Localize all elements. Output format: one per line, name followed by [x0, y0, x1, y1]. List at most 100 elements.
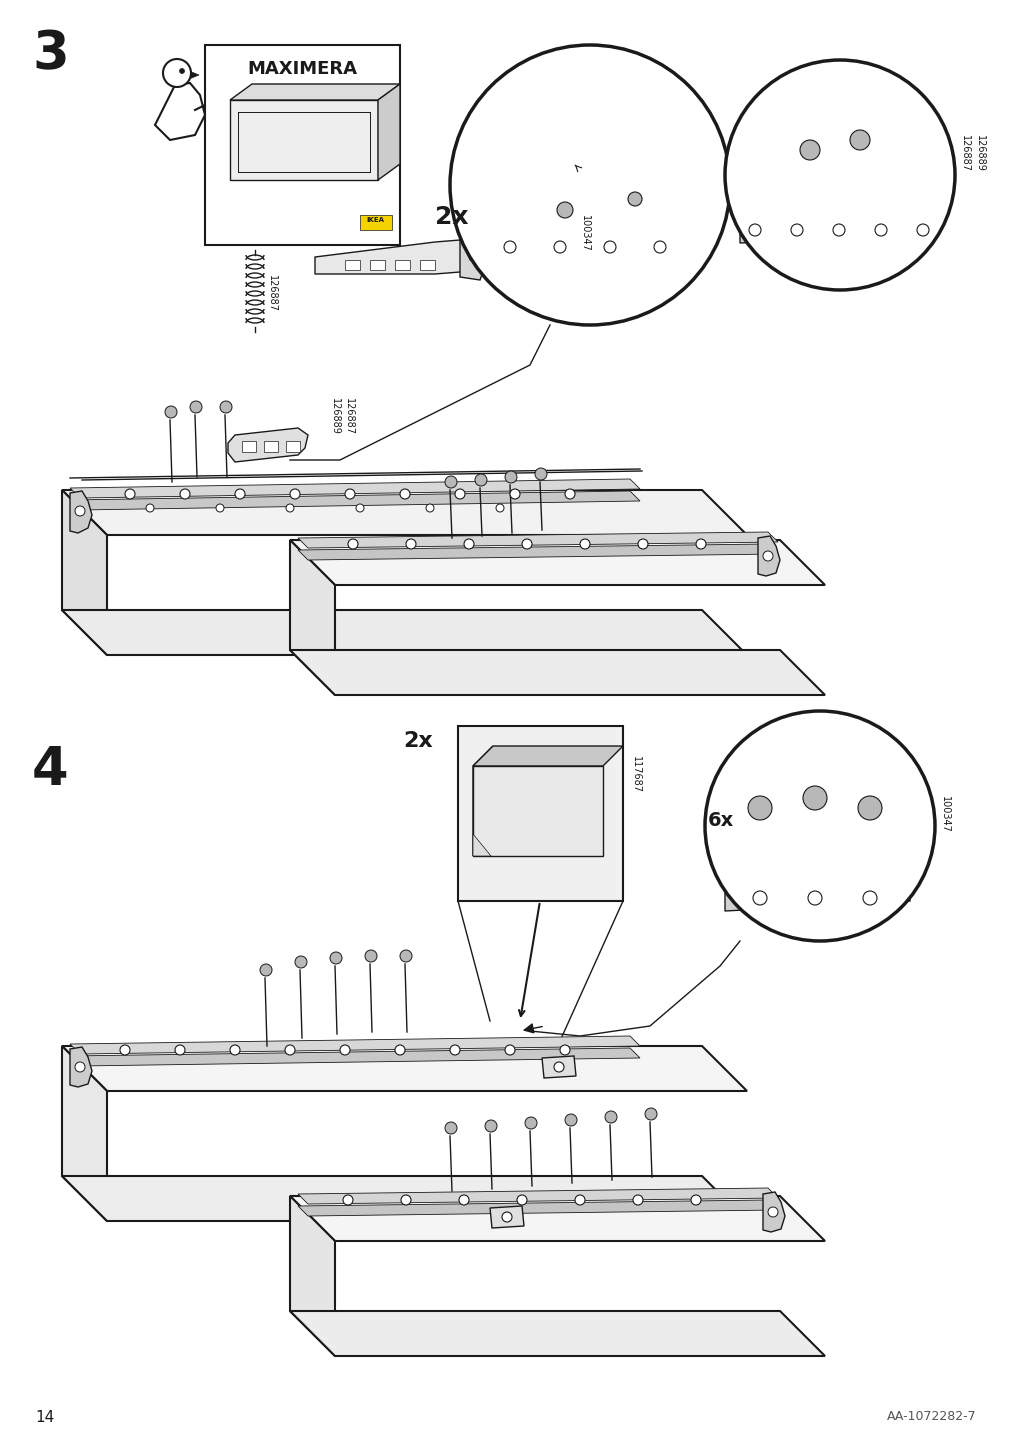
Polygon shape [314, 241, 469, 274]
Text: AA-1072282-7: AA-1072282-7 [887, 1411, 976, 1423]
Circle shape [517, 1194, 527, 1204]
Circle shape [356, 504, 364, 513]
Polygon shape [70, 491, 639, 510]
Circle shape [553, 1063, 563, 1073]
Circle shape [553, 241, 565, 253]
Polygon shape [155, 83, 205, 140]
Text: 6x: 6x [708, 811, 734, 831]
Text: 3: 3 [32, 29, 69, 80]
Polygon shape [370, 261, 384, 271]
Polygon shape [458, 726, 623, 901]
Circle shape [752, 891, 766, 905]
Circle shape [399, 949, 411, 962]
Circle shape [748, 223, 760, 236]
Circle shape [394, 1045, 404, 1055]
Circle shape [285, 1045, 295, 1055]
Polygon shape [70, 491, 92, 533]
Circle shape [724, 60, 954, 291]
Circle shape [260, 964, 272, 977]
Circle shape [644, 1108, 656, 1120]
Circle shape [286, 504, 294, 513]
Circle shape [120, 1045, 129, 1055]
Polygon shape [219, 84, 250, 123]
Polygon shape [62, 1045, 107, 1221]
Polygon shape [242, 441, 256, 453]
Circle shape [219, 401, 232, 412]
Circle shape [504, 1045, 515, 1055]
Circle shape [343, 1194, 353, 1204]
Circle shape [426, 504, 434, 513]
Polygon shape [62, 490, 107, 654]
Circle shape [802, 786, 826, 811]
Circle shape [146, 504, 154, 513]
Circle shape [747, 796, 771, 821]
Circle shape [510, 488, 520, 498]
Polygon shape [70, 1035, 639, 1054]
Polygon shape [290, 1312, 824, 1356]
Circle shape [175, 1045, 185, 1055]
Circle shape [862, 891, 877, 905]
Circle shape [330, 952, 342, 964]
Circle shape [474, 474, 486, 485]
Circle shape [800, 140, 819, 160]
Circle shape [705, 712, 934, 941]
Circle shape [229, 1045, 240, 1055]
Text: IKEA: IKEA [366, 218, 383, 223]
Polygon shape [472, 746, 492, 856]
Polygon shape [420, 261, 435, 271]
Circle shape [807, 891, 821, 905]
Polygon shape [62, 490, 746, 536]
Polygon shape [850, 203, 868, 213]
Polygon shape [757, 536, 779, 576]
Polygon shape [62, 1176, 746, 1221]
Polygon shape [360, 215, 391, 231]
Polygon shape [472, 766, 603, 856]
Text: 100347: 100347 [939, 796, 949, 833]
Circle shape [463, 538, 473, 548]
Polygon shape [345, 261, 360, 271]
Circle shape [574, 1194, 584, 1204]
Polygon shape [739, 213, 934, 243]
Circle shape [75, 1063, 85, 1073]
Circle shape [632, 1194, 642, 1204]
Circle shape [75, 505, 85, 516]
Polygon shape [62, 1045, 746, 1091]
Circle shape [179, 69, 184, 73]
Ellipse shape [515, 792, 560, 831]
Circle shape [605, 1111, 617, 1123]
Circle shape [762, 551, 772, 561]
Circle shape [791, 223, 802, 236]
Circle shape [400, 1194, 410, 1204]
Circle shape [691, 1194, 701, 1204]
Text: 126887: 126887 [959, 135, 969, 172]
Text: 126887: 126887 [267, 275, 277, 312]
Polygon shape [489, 1206, 524, 1229]
Polygon shape [779, 189, 914, 218]
Polygon shape [189, 72, 199, 79]
Circle shape [559, 1045, 569, 1055]
Circle shape [484, 1120, 496, 1133]
Circle shape [215, 504, 223, 513]
Polygon shape [62, 610, 746, 654]
Polygon shape [227, 428, 307, 463]
Text: 2x: 2x [435, 205, 468, 229]
Circle shape [348, 538, 358, 548]
Circle shape [849, 130, 869, 150]
Circle shape [340, 1045, 350, 1055]
Polygon shape [297, 544, 777, 560]
Polygon shape [290, 1196, 335, 1356]
Circle shape [455, 488, 464, 498]
Polygon shape [290, 1196, 824, 1242]
Circle shape [405, 538, 416, 548]
Circle shape [295, 957, 306, 968]
Circle shape [653, 241, 665, 253]
Polygon shape [762, 1191, 785, 1232]
Text: 126889: 126889 [330, 398, 340, 435]
Polygon shape [297, 1189, 777, 1204]
Polygon shape [205, 44, 399, 245]
Circle shape [445, 1123, 457, 1134]
Circle shape [628, 192, 641, 206]
Polygon shape [70, 1047, 92, 1087]
Polygon shape [290, 650, 824, 695]
Polygon shape [795, 203, 812, 213]
